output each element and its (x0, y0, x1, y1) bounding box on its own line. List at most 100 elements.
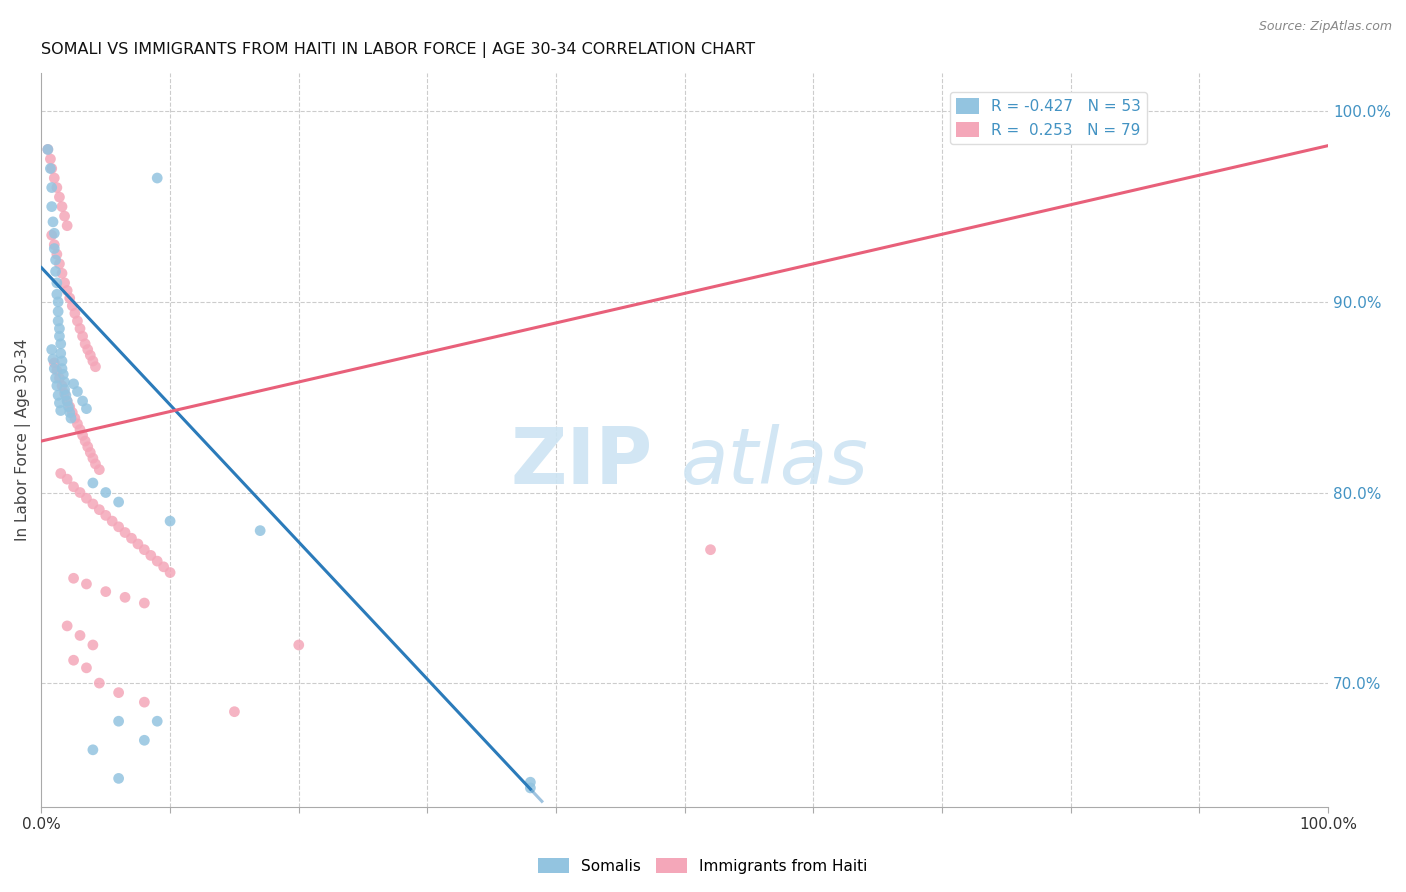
Point (63, 411, 86, 425)
Point (39, 152, 62, 166)
Point (75, 434, 97, 448)
Point (46, 388, 69, 402)
Point (75, 661, 97, 675)
Text: atlas: atlas (681, 424, 869, 500)
Point (159, 514, 181, 528)
Legend: Somalis, Immigrants from Haiti: Somalis, Immigrants from Haiti (533, 852, 873, 880)
Point (60, 405, 83, 419)
Point (69, 628, 91, 642)
Point (101, 514, 124, 528)
Point (82, 497, 104, 511)
Point (134, 596, 156, 610)
Point (49, 403, 72, 417)
Point (75, 336, 97, 351)
Point (53, 375, 76, 389)
Point (55, 388, 77, 402)
Point (62, 653, 84, 667)
Point (82, 638, 104, 652)
Point (76, 440, 98, 454)
Point (134, 542, 156, 557)
Point (53, 383, 76, 397)
Point (82, 475, 104, 490)
Point (62, 376, 84, 391)
Point (45, 252, 67, 267)
Point (76, 343, 98, 357)
Text: ZIP: ZIP (510, 424, 652, 500)
Point (89, 462, 111, 476)
Point (45, 180, 67, 194)
Point (89, 502, 111, 516)
Point (49, 467, 72, 481)
Point (48, 257, 70, 271)
Point (107, 714, 129, 729)
Point (48, 329, 70, 343)
Point (114, 525, 136, 540)
Point (69, 423, 91, 437)
Point (62, 571, 84, 585)
Point (84, 359, 107, 374)
Point (84, 457, 107, 471)
Point (519, 775, 541, 789)
Point (114, 591, 136, 605)
Point (56, 394, 79, 409)
Point (107, 685, 129, 699)
Point (45, 371, 67, 385)
Point (56, 619, 79, 633)
Point (82, 743, 104, 757)
Point (48, 371, 70, 385)
Point (94, 508, 117, 523)
Point (72, 394, 94, 409)
Point (224, 705, 246, 719)
Point (41, 161, 63, 176)
Point (44, 361, 66, 376)
Point (45, 363, 67, 377)
Point (44, 242, 66, 256)
Point (59, 405, 82, 419)
Point (59, 291, 82, 305)
Point (41, 200, 63, 214)
Point (72, 428, 94, 442)
Point (44, 227, 66, 241)
Point (53, 209, 76, 223)
Point (146, 554, 169, 568)
Point (37, 143, 59, 157)
Point (52, 368, 75, 382)
Point (45, 247, 67, 261)
Y-axis label: In Labor Force | Age 30-34: In Labor Force | Age 30-34 (15, 339, 31, 541)
Point (42, 215, 65, 229)
Point (69, 321, 91, 335)
Point (72, 329, 94, 343)
Point (82, 451, 104, 466)
Point (44, 356, 66, 370)
Point (48, 396, 70, 410)
Point (66, 384, 89, 399)
Point (53, 386, 76, 401)
Point (63, 306, 86, 320)
Point (121, 531, 143, 545)
Point (51, 266, 73, 280)
Point (89, 676, 111, 690)
Point (39, 161, 62, 176)
Point (56, 284, 79, 298)
Point (134, 733, 156, 747)
Point (53, 276, 76, 290)
Point (75, 577, 97, 591)
Point (51, 378, 73, 392)
Point (79, 348, 101, 362)
Point (41, 180, 63, 194)
Point (45, 276, 67, 290)
Point (59, 400, 82, 414)
Point (46, 294, 69, 309)
Point (134, 695, 156, 709)
Point (79, 445, 101, 459)
Point (51, 361, 73, 376)
Point (62, 480, 84, 494)
Point (66, 314, 89, 328)
Point (37, 143, 59, 157)
Point (69, 485, 91, 500)
Point (49, 346, 72, 360)
Point (49, 336, 72, 351)
Point (56, 394, 79, 409)
Point (287, 638, 309, 652)
Point (519, 780, 541, 795)
